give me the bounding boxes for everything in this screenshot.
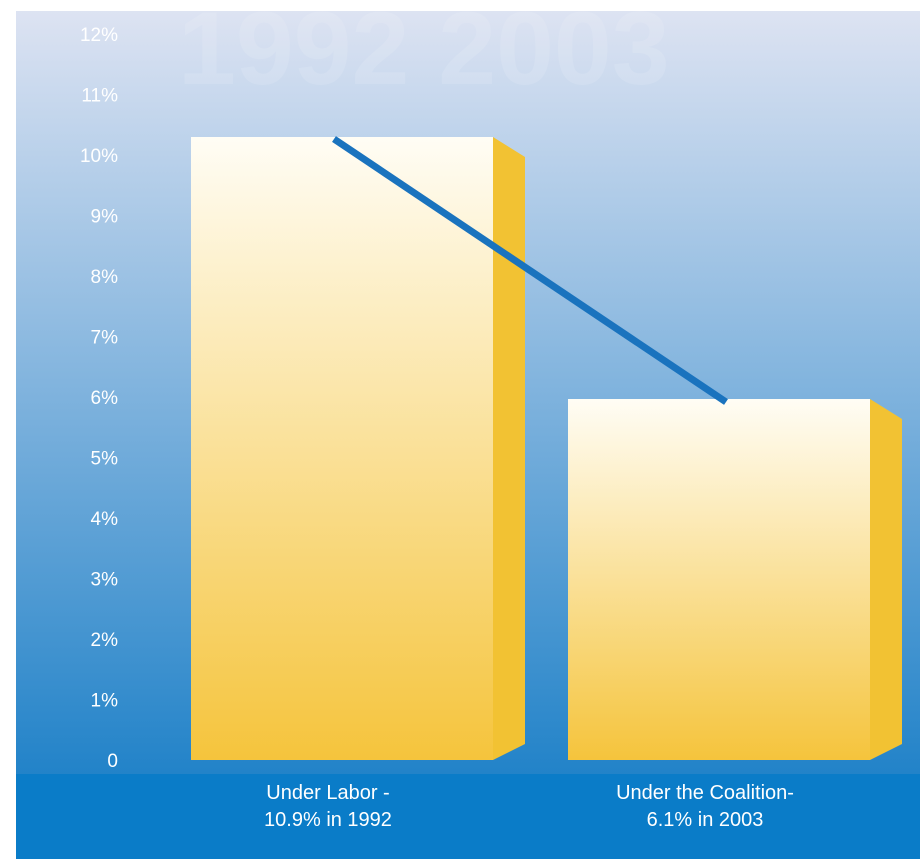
y-tick-label: 12% bbox=[80, 25, 118, 46]
y-tick-label: 3% bbox=[91, 570, 119, 591]
bar-front bbox=[568, 399, 870, 760]
trend-line bbox=[332, 136, 728, 405]
bar-front bbox=[191, 137, 493, 760]
y-tick-label: 8% bbox=[91, 267, 119, 288]
x-axis-labels: Under Labor - 10.9% in 1992 Under the Coal… bbox=[264, 782, 794, 831]
y-tick-label: 0 bbox=[107, 751, 118, 772]
bar bbox=[568, 399, 902, 760]
bar-side bbox=[493, 137, 525, 760]
y-axis: 0 1% 2% 3% 4% 5% 6% 7% 8% 9% 10% 11% 12% bbox=[80, 25, 118, 772]
bar-side bbox=[870, 399, 902, 760]
bars bbox=[191, 137, 902, 760]
y-tick-label: 10% bbox=[80, 146, 118, 167]
y-tick-label: 6% bbox=[91, 388, 119, 409]
category-label: Under Labor - bbox=[266, 782, 389, 804]
bar bbox=[191, 137, 525, 760]
y-tick-label: 2% bbox=[91, 630, 119, 651]
y-tick-label: 11% bbox=[81, 86, 118, 107]
y-tick-label: 1% bbox=[91, 691, 119, 712]
watermark-years: 1992 2003 bbox=[178, 0, 670, 107]
category-label-band bbox=[16, 774, 920, 859]
y-tick-label: 5% bbox=[91, 449, 119, 470]
category-label: 10.9% in 1992 bbox=[264, 809, 392, 831]
y-tick-label: 9% bbox=[91, 207, 119, 228]
y-tick-label: 7% bbox=[91, 328, 119, 349]
category-label: Under the Coalition- bbox=[616, 782, 794, 804]
category-label: 6.1% in 2003 bbox=[647, 809, 764, 831]
y-tick-label: 4% bbox=[91, 509, 119, 530]
